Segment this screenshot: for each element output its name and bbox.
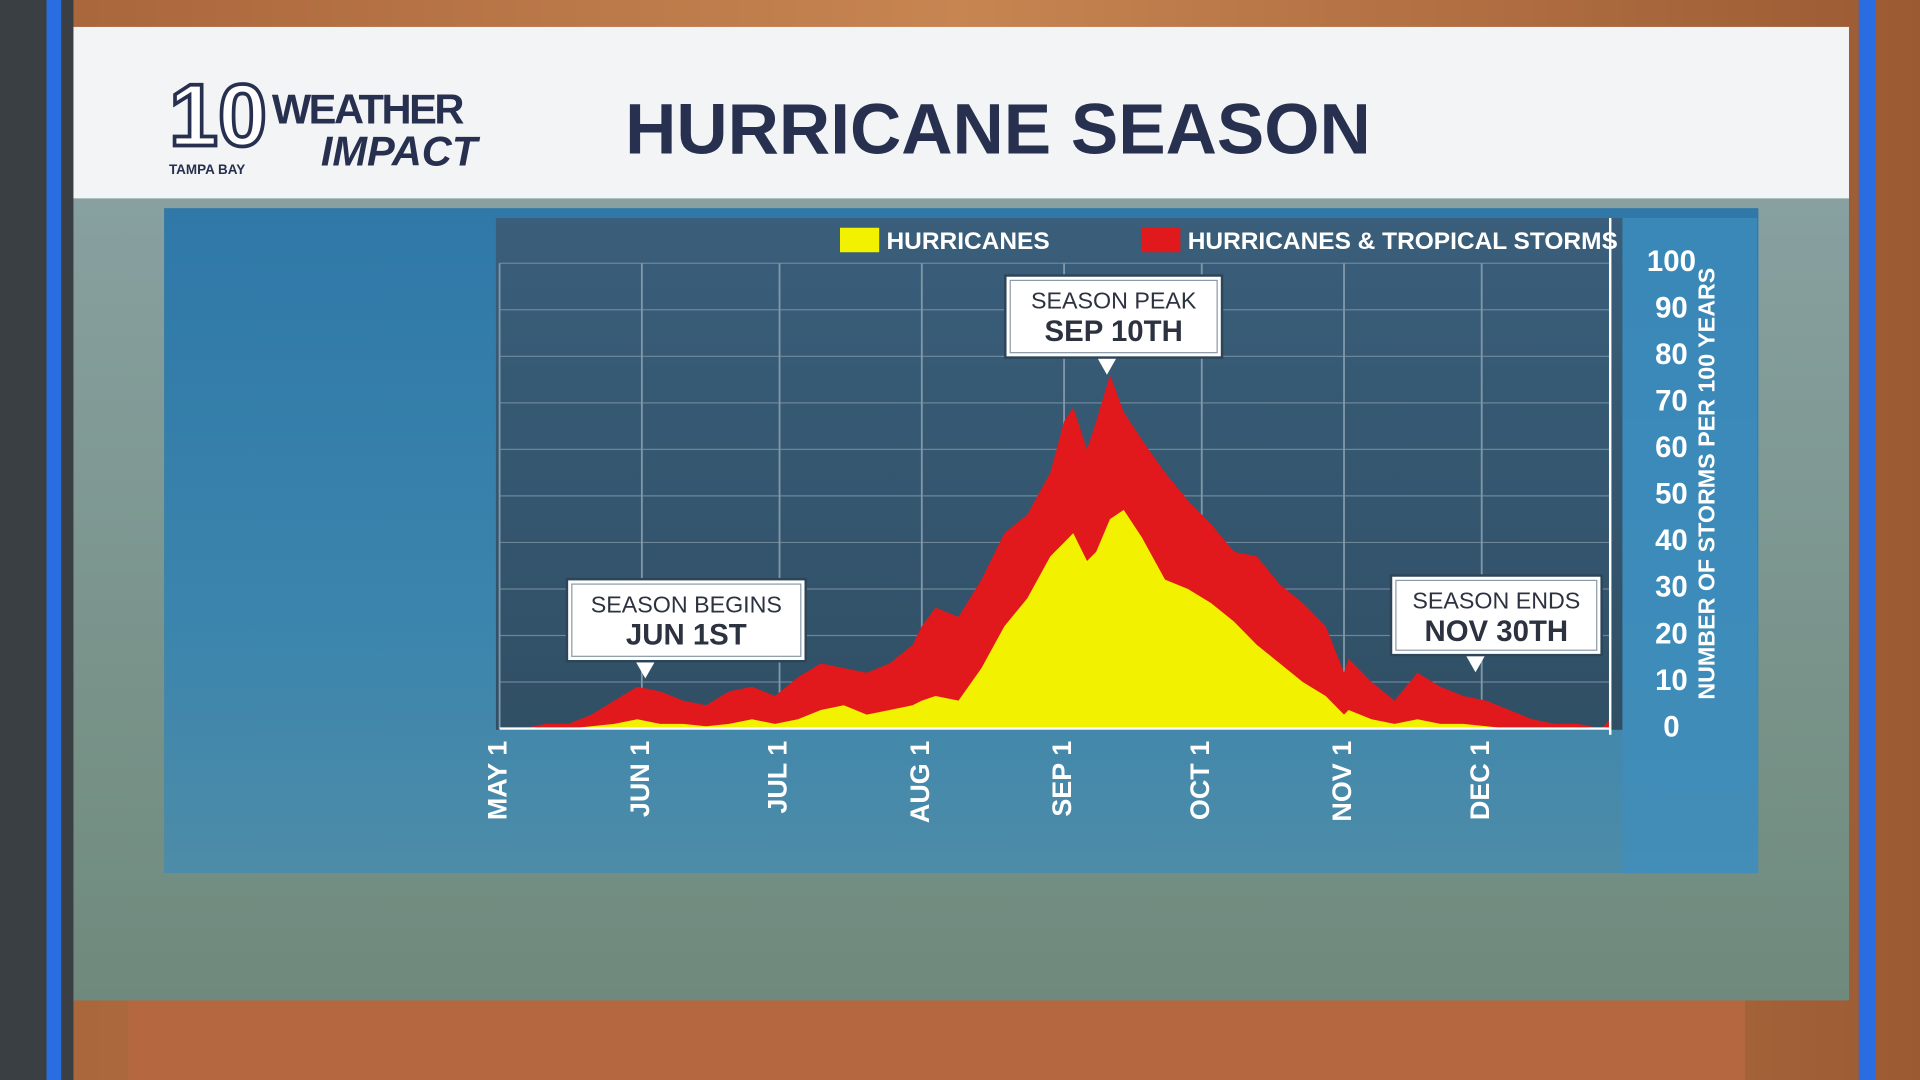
y-tick-label: 90 (1655, 292, 1688, 325)
legend-label: HURRICANES & TROPICAL STORMS (1188, 228, 1618, 255)
callout-box (1389, 574, 1603, 657)
logo-number: 10 (169, 66, 267, 165)
y-axis-strip (1622, 217, 1758, 874)
x-tick-label: AUG 1 (905, 741, 935, 823)
x-tick-label: NOV 1 (1327, 741, 1357, 822)
y-tick-label: 100 (1647, 245, 1696, 278)
header-bar (73, 26, 1849, 199)
logo-station: TAMPA BAY (169, 162, 245, 177)
callout-date: SEP 10TH (1045, 315, 1183, 348)
area (499, 509, 1611, 729)
x-tick-label: JUN 1 (625, 741, 655, 817)
left-wall (0, 0, 74, 1080)
x-tick-label: OCT 1 (1185, 741, 1215, 820)
callout-date: JUN 1ST (626, 619, 747, 652)
callout-inner (1009, 279, 1218, 354)
logo-line2: IMPACT (321, 127, 481, 174)
callout-box (565, 577, 807, 663)
callout-label: SEASON PEAK (1031, 288, 1197, 314)
callout-pointer (635, 661, 656, 679)
brick (128, 997, 1745, 1080)
callout-pointer (1097, 357, 1117, 375)
y-axis-label: NUMBER OF STORMS PER 100 YEARS (1693, 268, 1719, 700)
plot: 0 10 20 30 40 50 60 70 80 90 100 MAY 1 JUN 1 JUL 1 AUG… (483, 217, 1696, 823)
callout-pointer (1465, 655, 1486, 673)
y-tick-label: 50 (1655, 478, 1688, 511)
y-tick-label: 20 (1655, 617, 1688, 650)
logo-line1: WEATHER (272, 86, 465, 133)
callout-date: NOV 30TH (1424, 615, 1568, 648)
chart-title: HURRICANE SEASON (625, 90, 1371, 169)
led-strip (1858, 0, 1876, 1080)
led-strip (46, 0, 62, 1080)
y-tick-label: 40 (1655, 524, 1688, 557)
x-tick-label: DEC 1 (1465, 741, 1495, 820)
x-tick-label: SEP 1 (1047, 741, 1077, 817)
x-tick-label: JUL 1 (763, 741, 793, 814)
y-tick-label: 80 (1655, 338, 1688, 371)
y-tick-label: 0 (1663, 710, 1679, 743)
callout-box (1004, 274, 1224, 359)
y-tick-label: 10 (1655, 664, 1688, 697)
y-tick-label: 70 (1655, 385, 1688, 418)
legend-label: HURRICANES (887, 228, 1050, 255)
y-tick-label: 60 (1655, 431, 1688, 464)
legend-swatch (840, 227, 880, 253)
callout-label: SEASON ENDS (1412, 588, 1580, 614)
callout-label: SEASON BEGINS (591, 591, 782, 617)
x-tick-label: MAY 1 (483, 741, 513, 820)
callout-inner (1395, 579, 1598, 651)
legend-swatch (1141, 227, 1181, 253)
y-tick-label: 30 (1655, 571, 1688, 604)
callout-inner (571, 583, 802, 657)
